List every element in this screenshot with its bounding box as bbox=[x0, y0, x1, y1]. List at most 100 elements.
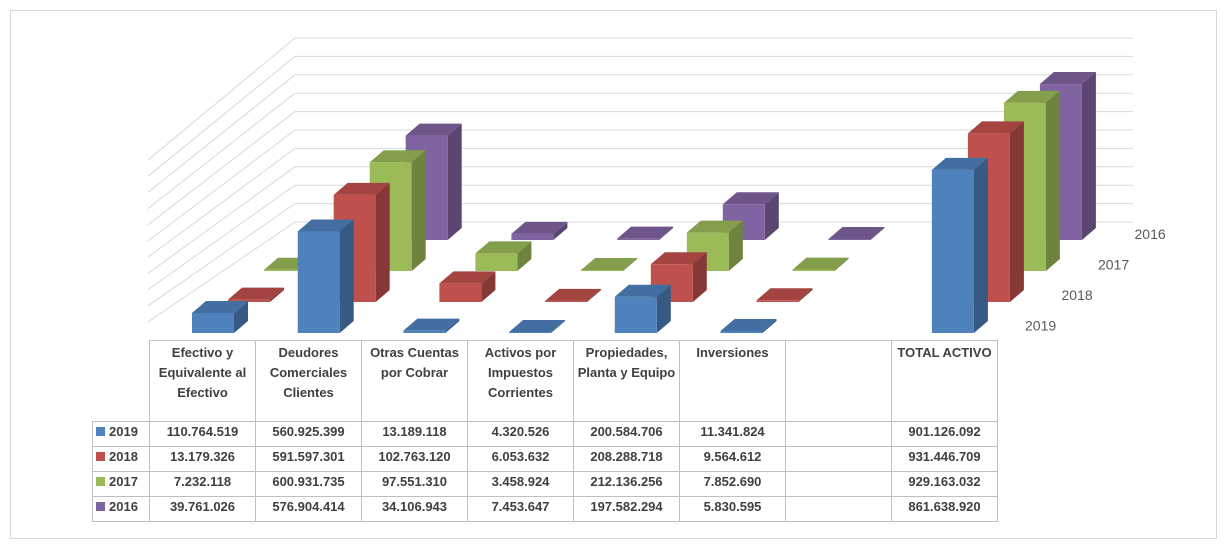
bar bbox=[297, 219, 354, 333]
value-label: 212.136.256 bbox=[573, 471, 680, 497]
bar-front bbox=[264, 269, 306, 271]
value-label: 102.763.120 bbox=[361, 446, 468, 472]
category-label: Deudores Comerciales Clientes bbox=[255, 340, 362, 422]
legend-swatch bbox=[96, 477, 105, 486]
bar-top bbox=[614, 284, 671, 297]
legend-cell: 2019 bbox=[92, 421, 150, 447]
depth-label: 2018 bbox=[1062, 287, 1093, 303]
bar-top bbox=[1003, 90, 1060, 103]
category-label: Activos por Impuestos Corrientes bbox=[467, 340, 574, 422]
wall-line bbox=[147, 166, 296, 274]
value-label: 600.931.735 bbox=[255, 471, 362, 497]
bar-front bbox=[403, 330, 446, 333]
bar-top bbox=[686, 220, 743, 233]
bar-front bbox=[511, 233, 554, 240]
header-row: Efectivo y Equivalente al Efectivo Deudor… bbox=[92, 340, 998, 422]
bar-side bbox=[339, 219, 354, 333]
bar-top bbox=[475, 241, 532, 254]
bar-top bbox=[967, 121, 1024, 134]
bar-side bbox=[656, 284, 671, 333]
bar-front bbox=[509, 332, 552, 333]
bar-front bbox=[228, 299, 270, 302]
wall-line bbox=[147, 221, 296, 323]
bar-top bbox=[722, 192, 779, 205]
bar-top bbox=[720, 318, 777, 331]
bar-side bbox=[728, 220, 743, 271]
bar-side bbox=[270, 287, 284, 302]
bar-side bbox=[692, 252, 707, 302]
bar-side bbox=[1009, 121, 1024, 302]
value-label: 7.852.690 bbox=[679, 471, 786, 497]
value-label: 208.288.718 bbox=[573, 446, 680, 472]
data-row: 2018 13.179.326 591.597.301 102.763.120 6.05… bbox=[92, 446, 998, 472]
bar bbox=[439, 271, 496, 302]
bar-top bbox=[405, 123, 462, 136]
value-label: 929.163.032 bbox=[891, 471, 998, 497]
bar-side bbox=[762, 318, 777, 333]
value-label: 5.830.595 bbox=[679, 496, 786, 522]
value-label: 3.458.924 bbox=[467, 471, 574, 497]
bar-front bbox=[617, 238, 660, 240]
bar-side bbox=[445, 318, 460, 333]
value-label bbox=[785, 421, 892, 447]
legend-label: 2016 bbox=[109, 499, 138, 514]
chart-frame bbox=[10, 10, 1217, 539]
bar-side bbox=[798, 288, 813, 302]
wall-line bbox=[147, 56, 296, 177]
bar bbox=[828, 226, 885, 240]
bar-side bbox=[481, 271, 496, 302]
bar bbox=[756, 288, 813, 302]
value-label: 110.764.519 bbox=[149, 421, 256, 447]
wall-line bbox=[147, 37, 296, 161]
category-label: Propiedades, Planta y Equipo bbox=[573, 340, 680, 422]
bar-top bbox=[509, 320, 566, 332]
legend-cell: 2017 bbox=[92, 471, 150, 497]
bar-top bbox=[192, 300, 248, 313]
value-label: 34.106.943 bbox=[361, 496, 468, 522]
bar bbox=[720, 318, 777, 333]
category-label: TOTAL ACTIVO bbox=[891, 340, 998, 422]
value-label: 13.179.326 bbox=[149, 446, 256, 472]
wall-line bbox=[147, 203, 296, 307]
bar-side bbox=[623, 258, 638, 271]
bar-side bbox=[1081, 72, 1096, 240]
value-label: 861.638.920 bbox=[891, 496, 998, 522]
value-label: 560.925.399 bbox=[255, 421, 362, 447]
bar bbox=[545, 288, 602, 302]
bar bbox=[792, 257, 849, 271]
bar bbox=[509, 320, 566, 333]
bar-side bbox=[553, 221, 568, 240]
bar bbox=[581, 258, 638, 271]
category-label: Inversiones bbox=[679, 340, 786, 422]
bar-side bbox=[551, 320, 566, 333]
bar bbox=[475, 241, 532, 271]
value-label: 591.597.301 bbox=[255, 446, 362, 472]
legend-cell: 2016 bbox=[92, 496, 150, 522]
bar-front bbox=[581, 270, 624, 271]
bar-top bbox=[756, 288, 813, 301]
value-label: 6.053.632 bbox=[467, 446, 574, 472]
bar bbox=[403, 318, 460, 333]
value-label: 9.564.612 bbox=[679, 446, 786, 472]
value-label: 576.904.414 bbox=[255, 496, 362, 522]
legend-label: 2017 bbox=[109, 474, 138, 489]
bar bbox=[614, 284, 671, 333]
bar-side bbox=[587, 288, 602, 302]
bar-front bbox=[828, 238, 871, 240]
bar-front bbox=[720, 330, 763, 333]
wall-line bbox=[147, 129, 296, 242]
wall-line bbox=[147, 184, 296, 291]
bar-side bbox=[764, 192, 779, 240]
bar-side bbox=[659, 226, 674, 240]
bar-top bbox=[228, 287, 284, 300]
legend-swatch bbox=[96, 452, 105, 461]
bar-side bbox=[411, 150, 426, 271]
bar-top bbox=[369, 150, 426, 163]
bar-top bbox=[617, 226, 674, 239]
bar-top bbox=[545, 288, 602, 301]
wall-line bbox=[147, 74, 296, 193]
bar-front bbox=[614, 296, 657, 333]
bar bbox=[228, 287, 284, 302]
bar-side bbox=[834, 257, 849, 271]
